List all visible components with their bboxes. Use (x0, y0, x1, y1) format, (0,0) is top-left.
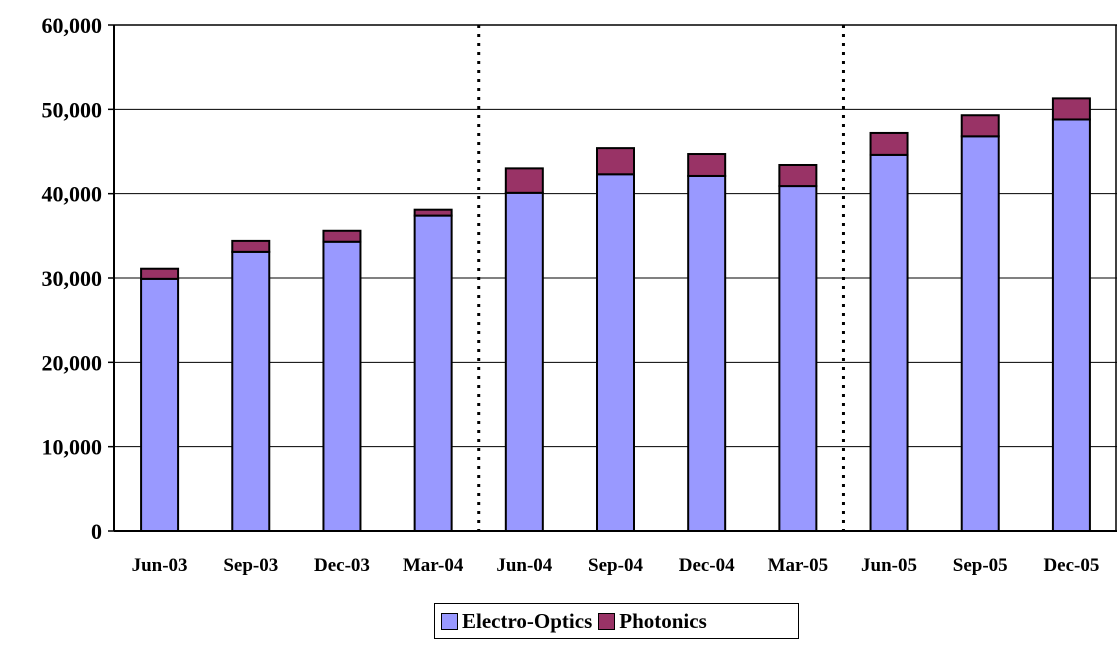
bar-photonics (778, 163, 818, 188)
bar-electro-optics (960, 135, 1000, 532)
x-tick-label: Jun-03 (132, 555, 188, 576)
legend-item-photonics: Photonics (598, 609, 707, 634)
x-tick-label: Jun-04 (496, 555, 552, 576)
bar-electro-optics (322, 240, 362, 532)
y-tick-label: 50,000 (42, 97, 103, 122)
bar-photonics (322, 229, 362, 243)
legend-label-photonics: Photonics (619, 608, 707, 633)
bar-electro-optics (1051, 118, 1091, 532)
y-tick-label: 30,000 (42, 266, 103, 291)
x-tick-label: Jun-05 (861, 555, 917, 576)
bar-electro-optics (231, 250, 271, 533)
y-tick-label: 10,000 (42, 435, 103, 460)
bar-photonics (596, 147, 635, 176)
bar-electro-optics (869, 153, 909, 533)
bar-photonics (413, 208, 453, 217)
y-tick-label: 40,000 (42, 182, 103, 207)
y-tick-label: 20,000 (42, 350, 103, 375)
x-tick-label: Dec-04 (679, 555, 735, 576)
bar-electro-optics (687, 174, 727, 532)
y-tick-label: 60,000 (42, 13, 103, 38)
bar-electro-optics (596, 173, 635, 533)
bar-electro-optics (504, 191, 544, 532)
x-tick-label: Dec-03 (314, 555, 370, 576)
bar-photonics (1051, 97, 1091, 121)
legend-label-electro-optics: Electro-Optics (462, 608, 593, 633)
bar-photonics (140, 267, 180, 280)
legend: Electro-Optics Photonics (434, 603, 799, 639)
x-tick-label: Dec-05 (1043, 555, 1099, 576)
bar-electro-optics (413, 214, 453, 533)
legend-swatch-photonics (598, 612, 616, 630)
bar-electro-optics (140, 277, 180, 532)
x-tick-label: Mar-04 (403, 555, 464, 576)
x-tick-label: Sep-03 (223, 555, 278, 576)
bar-photonics (960, 114, 1000, 138)
legend-item-electro-optics: Electro-Optics (441, 609, 592, 634)
x-tick-label: Sep-04 (588, 555, 643, 576)
y-tick-label: 0 (91, 519, 102, 544)
bar-photonics (869, 131, 909, 156)
bar-electro-optics (778, 185, 818, 532)
bar-photonics (231, 239, 271, 253)
x-tick-label: Sep-05 (953, 555, 1008, 576)
x-tick-label: Mar-05 (768, 555, 829, 576)
bar-photonics (504, 167, 544, 194)
bar-photonics (687, 153, 727, 177)
legend-swatch-electro-optics (441, 612, 458, 630)
